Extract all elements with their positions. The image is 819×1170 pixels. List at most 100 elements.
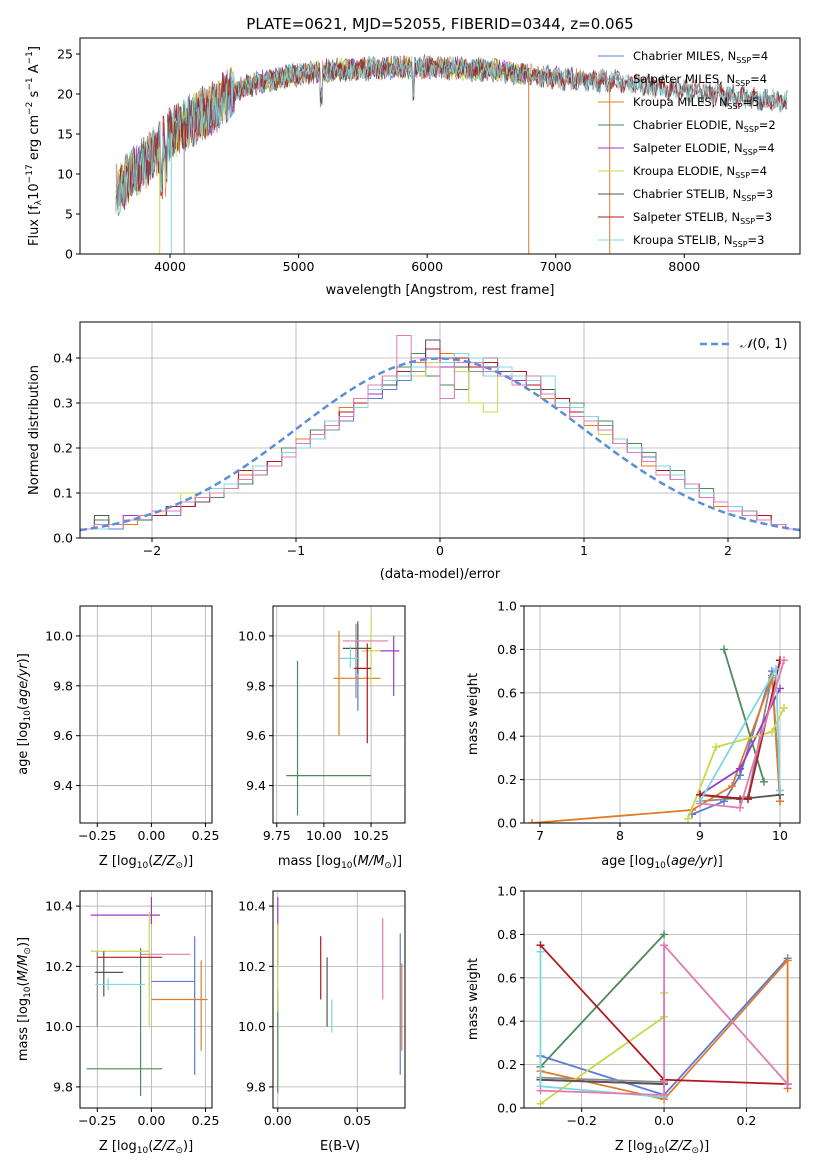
weight-vs-age-marker — [760, 777, 768, 786]
legend-count: =4 — [751, 49, 768, 63]
legend-count: =4 — [750, 72, 767, 86]
legend-subscript: SSP — [733, 240, 748, 249]
weight-vs-Z-x-tick-label: 0.2 — [737, 1113, 757, 1128]
weight-vs-age-y-tick-label: 0.2 — [497, 772, 517, 787]
legend-subscript: SSP — [743, 148, 758, 157]
weight-vs-Z-marker — [536, 947, 545, 956]
figure-title: PLATE=0621, MJD=52055, FIBERID=0344, z=0… — [246, 15, 633, 33]
mass-vs-Z-x-tick-label: 0.25 — [192, 1113, 220, 1128]
weight-vs-Z-series-line — [540, 1078, 665, 1085]
age-vs-Z-frame — [79, 605, 213, 824]
mass-vs-Z-x-label: Z [log10(Z/Z⊙)] — [99, 1139, 193, 1156]
weight-vs-age-y-tick-label: 0.8 — [497, 642, 517, 657]
weight-vs-Z-series-line — [540, 1076, 665, 1083]
weight-vs-age-marker — [772, 664, 780, 673]
weight-vs-Z-marker — [783, 956, 792, 965]
mass-vs-Z-y-tick-label: 10.0 — [45, 1019, 73, 1034]
weight-vs-age-marker — [696, 799, 704, 808]
residuals-x-label: (data-model)/error — [380, 567, 501, 582]
spectrum-y-label: Flux [fλ10−17 erg cm−2 s−1 A−1] — [25, 46, 44, 246]
mass-vs-ebv-y-tick-label: 10.0 — [238, 1019, 266, 1034]
weight-vs-age-x-tick-label: 10 — [772, 828, 788, 843]
weight-vs-Z-marker — [660, 1090, 669, 1099]
weight-vs-Z-y-tick-label: 0.0 — [497, 1101, 517, 1116]
mass-vs-Z-y-label: mass [log10(M/M⊙)] — [16, 937, 33, 1061]
weight-vs-age-marker — [684, 814, 692, 823]
weight-vs-Z-marker — [536, 1086, 545, 1095]
weight-vs-Z-marker — [660, 941, 669, 950]
mass-vs-ebv-y-tick-label: 10.4 — [238, 899, 266, 914]
spectrum-series-line — [115, 55, 788, 213]
mass-vs-Z-x-tick-label: 0.00 — [137, 1113, 165, 1128]
residuals-legend: 𝒩(0, 1) — [700, 337, 787, 352]
age-vs-Z-y-tick-label: 9.8 — [53, 678, 73, 693]
legend-count: =3 — [756, 187, 773, 201]
weight-vs-Z-x-tick-label: 0.0 — [654, 1113, 674, 1128]
mass-vs-ebv-x-tick-label: 0.05 — [343, 1113, 371, 1128]
spectrum-frame — [79, 37, 801, 255]
weight-vs-age-x-tick-label: 9 — [696, 828, 704, 843]
legend-count: =4 — [750, 164, 767, 178]
weight-vs-Z-y-tick-label: 0.2 — [497, 1057, 517, 1072]
mass-vs-Z-panel: −0.25 0.00 0.25 9.8 10.0 10.2 10.4 Z [log10(Z/… — [16, 890, 220, 1156]
age-vs-Z-panel: −0.25 0.00 0.25 9.4 9.6 9.8 10.0 Z [log10(Z/Z⊙… — [16, 605, 219, 871]
weight-vs-Z-y-label: mass weight — [466, 958, 481, 1040]
mass-vs-Z-y-tick-label: 10.4 — [45, 899, 73, 914]
residuals-y-tick-label: 0.3 — [53, 396, 73, 411]
residuals-y-tick-label: 0.0 — [53, 531, 73, 546]
weight-vs-age-y-tick-label: 0.0 — [497, 816, 517, 831]
legend-subscript: SSP — [735, 79, 750, 88]
weight-vs-age-frame — [523, 605, 801, 824]
residuals-panel: −2 −1 0 1 2 0.0 0.1 0.2 0.3 0.4 𝒩(0, 1) (data-mod… — [27, 321, 801, 582]
weight-vs-Z-y-tick-label: 0.6 — [497, 970, 517, 985]
spectrum-y-tick-label: 10 — [57, 167, 73, 182]
age-vs-mass-y-tick-label: 9.8 — [246, 678, 266, 693]
age-vs-Z-y-label: age [log10(age/yr)] — [16, 653, 33, 775]
legend-subscript: SSP — [728, 102, 743, 111]
weight-vs-Z-x-label: Z [log10(Z/Z⊙)] — [615, 1139, 709, 1156]
mass-vs-ebv-frame — [272, 890, 406, 1109]
residuals-y-label: Normed distribution — [27, 365, 42, 495]
mass-vs-ebv-y-tick-label: 9.8 — [246, 1079, 266, 1094]
mass-vs-Z-y-tick-label: 9.8 — [53, 1079, 73, 1094]
age-vs-mass-y-tick-label: 10.0 — [238, 628, 266, 643]
spectrum-x-tick-label: 8000 — [668, 259, 700, 274]
age-vs-mass-x-tick-label: 10.25 — [353, 828, 389, 843]
spectrum-x-tick-label: 7000 — [540, 259, 572, 274]
residuals-x-tick-label: 1 — [580, 543, 588, 558]
legend-subscript: SSP — [736, 56, 751, 65]
weight-vs-Z-marker — [536, 1099, 545, 1108]
spectrum-legend: Chabrier MILES, NSSP=4 Salpeter MILES, NS… — [598, 49, 776, 249]
spectrum-y-tick-label: 0 — [65, 247, 73, 262]
residuals-x-tick-label: 2 — [724, 543, 732, 558]
spectrum-panel: 4000 5000 6000 7000 8000 0 5 10 15 20 25 Chabrier … — [25, 37, 801, 298]
weight-vs-age-y-label: mass weight — [466, 673, 481, 755]
mass-vs-ebv-y-tick-label: 10.2 — [238, 959, 266, 974]
legend-subscript: SSP — [735, 171, 750, 180]
legend-label: Chabrier ELODIE, NSSP=2 — [633, 118, 776, 134]
weight-vs-age-marker — [776, 786, 784, 795]
weight-vs-age-x-tick-label: 7 — [536, 828, 544, 843]
weight-vs-age-y-tick-label: 0.6 — [497, 685, 517, 700]
spectrum-x-tick-label: 5000 — [283, 259, 315, 274]
weight-vs-Z-y-tick-label: 0.8 — [497, 927, 517, 942]
residuals-x-tick-label: 0 — [436, 543, 444, 558]
mass-vs-Z-y-tick-label: 10.2 — [45, 959, 73, 974]
weight-vs-age-y-tick-label: 0.4 — [497, 729, 517, 744]
weight-vs-age-marker — [528, 819, 536, 823]
weight-vs-age-marker — [736, 803, 744, 812]
legend-subscript: SSP — [744, 125, 759, 134]
age-vs-Z-x-tick-label: 0.00 — [137, 828, 165, 843]
weight-vs-age-y-tick-label: 1.0 — [497, 599, 517, 614]
legend-subscript: SSP — [741, 194, 756, 203]
weight-vs-age-marker — [728, 782, 736, 791]
residuals-x-tick-label: −1 — [287, 543, 305, 558]
weight-vs-Z-x-tick-label: −0.2 — [566, 1113, 596, 1128]
weight-vs-Z-marker — [783, 1080, 792, 1089]
spectrum-y-tick-label: 5 — [65, 207, 73, 222]
legend-label: Kroupa ELODIE, NSSP=4 — [633, 164, 767, 180]
normal-legend-label: 𝒩(0, 1) — [740, 337, 787, 352]
weight-vs-age-x-tick-label: 8 — [616, 828, 624, 843]
weight-vs-Z-series-line — [540, 958, 789, 1101]
